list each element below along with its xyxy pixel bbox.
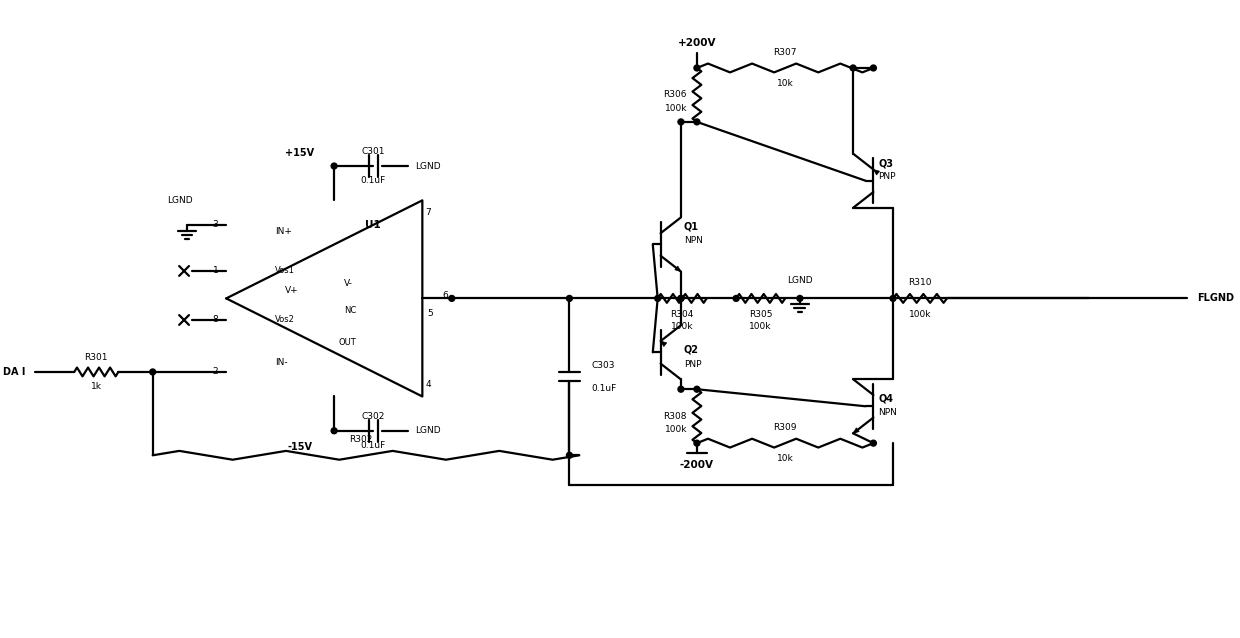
Text: 10k: 10k [776, 79, 794, 88]
Text: +200V: +200V [677, 38, 717, 48]
Text: C301: C301 [362, 147, 386, 156]
Text: IN-: IN- [275, 358, 288, 367]
Text: V+: V+ [285, 286, 299, 295]
Text: R309: R309 [774, 423, 797, 432]
Text: Q2: Q2 [684, 345, 699, 354]
Circle shape [678, 295, 684, 301]
Text: 6: 6 [441, 291, 448, 300]
Circle shape [678, 295, 684, 301]
Circle shape [851, 65, 856, 71]
Circle shape [694, 65, 699, 71]
Text: Q4: Q4 [878, 394, 893, 403]
Text: 3: 3 [212, 220, 218, 230]
Text: NPN: NPN [684, 236, 703, 245]
Text: 100k: 100k [909, 309, 931, 318]
Text: 7: 7 [425, 207, 432, 217]
Polygon shape [853, 428, 859, 433]
Text: PNP: PNP [684, 360, 702, 369]
Text: R302: R302 [350, 435, 373, 444]
Text: NPN: NPN [878, 408, 898, 417]
Circle shape [655, 295, 661, 301]
Text: Vos1: Vos1 [275, 267, 295, 276]
Text: R307: R307 [774, 48, 797, 57]
Text: LGND: LGND [415, 426, 441, 435]
Circle shape [449, 295, 455, 301]
Text: 10k: 10k [776, 454, 794, 463]
Text: 8: 8 [212, 315, 218, 325]
Text: +15V: +15V [285, 148, 314, 158]
Text: 1k: 1k [91, 382, 102, 391]
Text: Q3: Q3 [878, 158, 893, 168]
Text: 5: 5 [428, 309, 433, 318]
Text: R308: R308 [663, 412, 687, 420]
Circle shape [694, 386, 699, 392]
Text: -200V: -200V [680, 460, 714, 470]
Circle shape [890, 295, 897, 301]
Text: V-: V- [343, 279, 352, 288]
Circle shape [331, 428, 337, 434]
Circle shape [331, 163, 337, 169]
Text: R305: R305 [749, 309, 773, 318]
Text: 100k: 100k [665, 426, 687, 434]
Circle shape [150, 369, 156, 375]
Text: OUT: OUT [339, 338, 357, 347]
Text: R301: R301 [84, 353, 108, 362]
Text: 0.1uF: 0.1uF [591, 384, 616, 393]
Text: 2: 2 [213, 367, 218, 376]
Circle shape [870, 65, 877, 71]
Text: 100k: 100k [671, 322, 693, 331]
Text: R306: R306 [663, 91, 687, 100]
Polygon shape [675, 266, 681, 272]
Text: 4: 4 [425, 380, 432, 389]
Polygon shape [661, 341, 667, 346]
Text: Q1: Q1 [684, 222, 699, 232]
Circle shape [678, 386, 684, 392]
Circle shape [733, 295, 739, 301]
Text: DA I: DA I [2, 367, 25, 377]
Circle shape [870, 440, 877, 446]
Text: 0.1uF: 0.1uF [361, 176, 386, 185]
Text: R310: R310 [908, 278, 931, 287]
Text: 100k: 100k [749, 322, 771, 331]
Polygon shape [873, 170, 879, 175]
Text: 100k: 100k [665, 104, 687, 113]
Circle shape [567, 295, 573, 301]
Text: -15V: -15V [288, 443, 312, 452]
Circle shape [694, 440, 699, 446]
Text: NC: NC [343, 306, 356, 315]
Text: R304: R304 [671, 309, 694, 318]
Circle shape [678, 119, 684, 125]
Text: IN+: IN+ [275, 227, 293, 236]
Text: FLGND: FLGND [1197, 293, 1234, 304]
Text: C303: C303 [591, 360, 615, 369]
Text: LGND: LGND [787, 276, 812, 285]
Circle shape [694, 119, 699, 125]
Text: Vos2: Vos2 [275, 315, 295, 325]
Circle shape [567, 452, 573, 458]
Text: U1: U1 [366, 220, 381, 230]
Text: LGND: LGND [415, 161, 441, 170]
Text: LGND: LGND [167, 196, 193, 205]
Text: C302: C302 [362, 412, 384, 420]
Text: 0.1uF: 0.1uF [361, 441, 386, 450]
Text: 1: 1 [212, 267, 218, 276]
Text: PNP: PNP [878, 172, 895, 181]
Circle shape [797, 295, 802, 301]
